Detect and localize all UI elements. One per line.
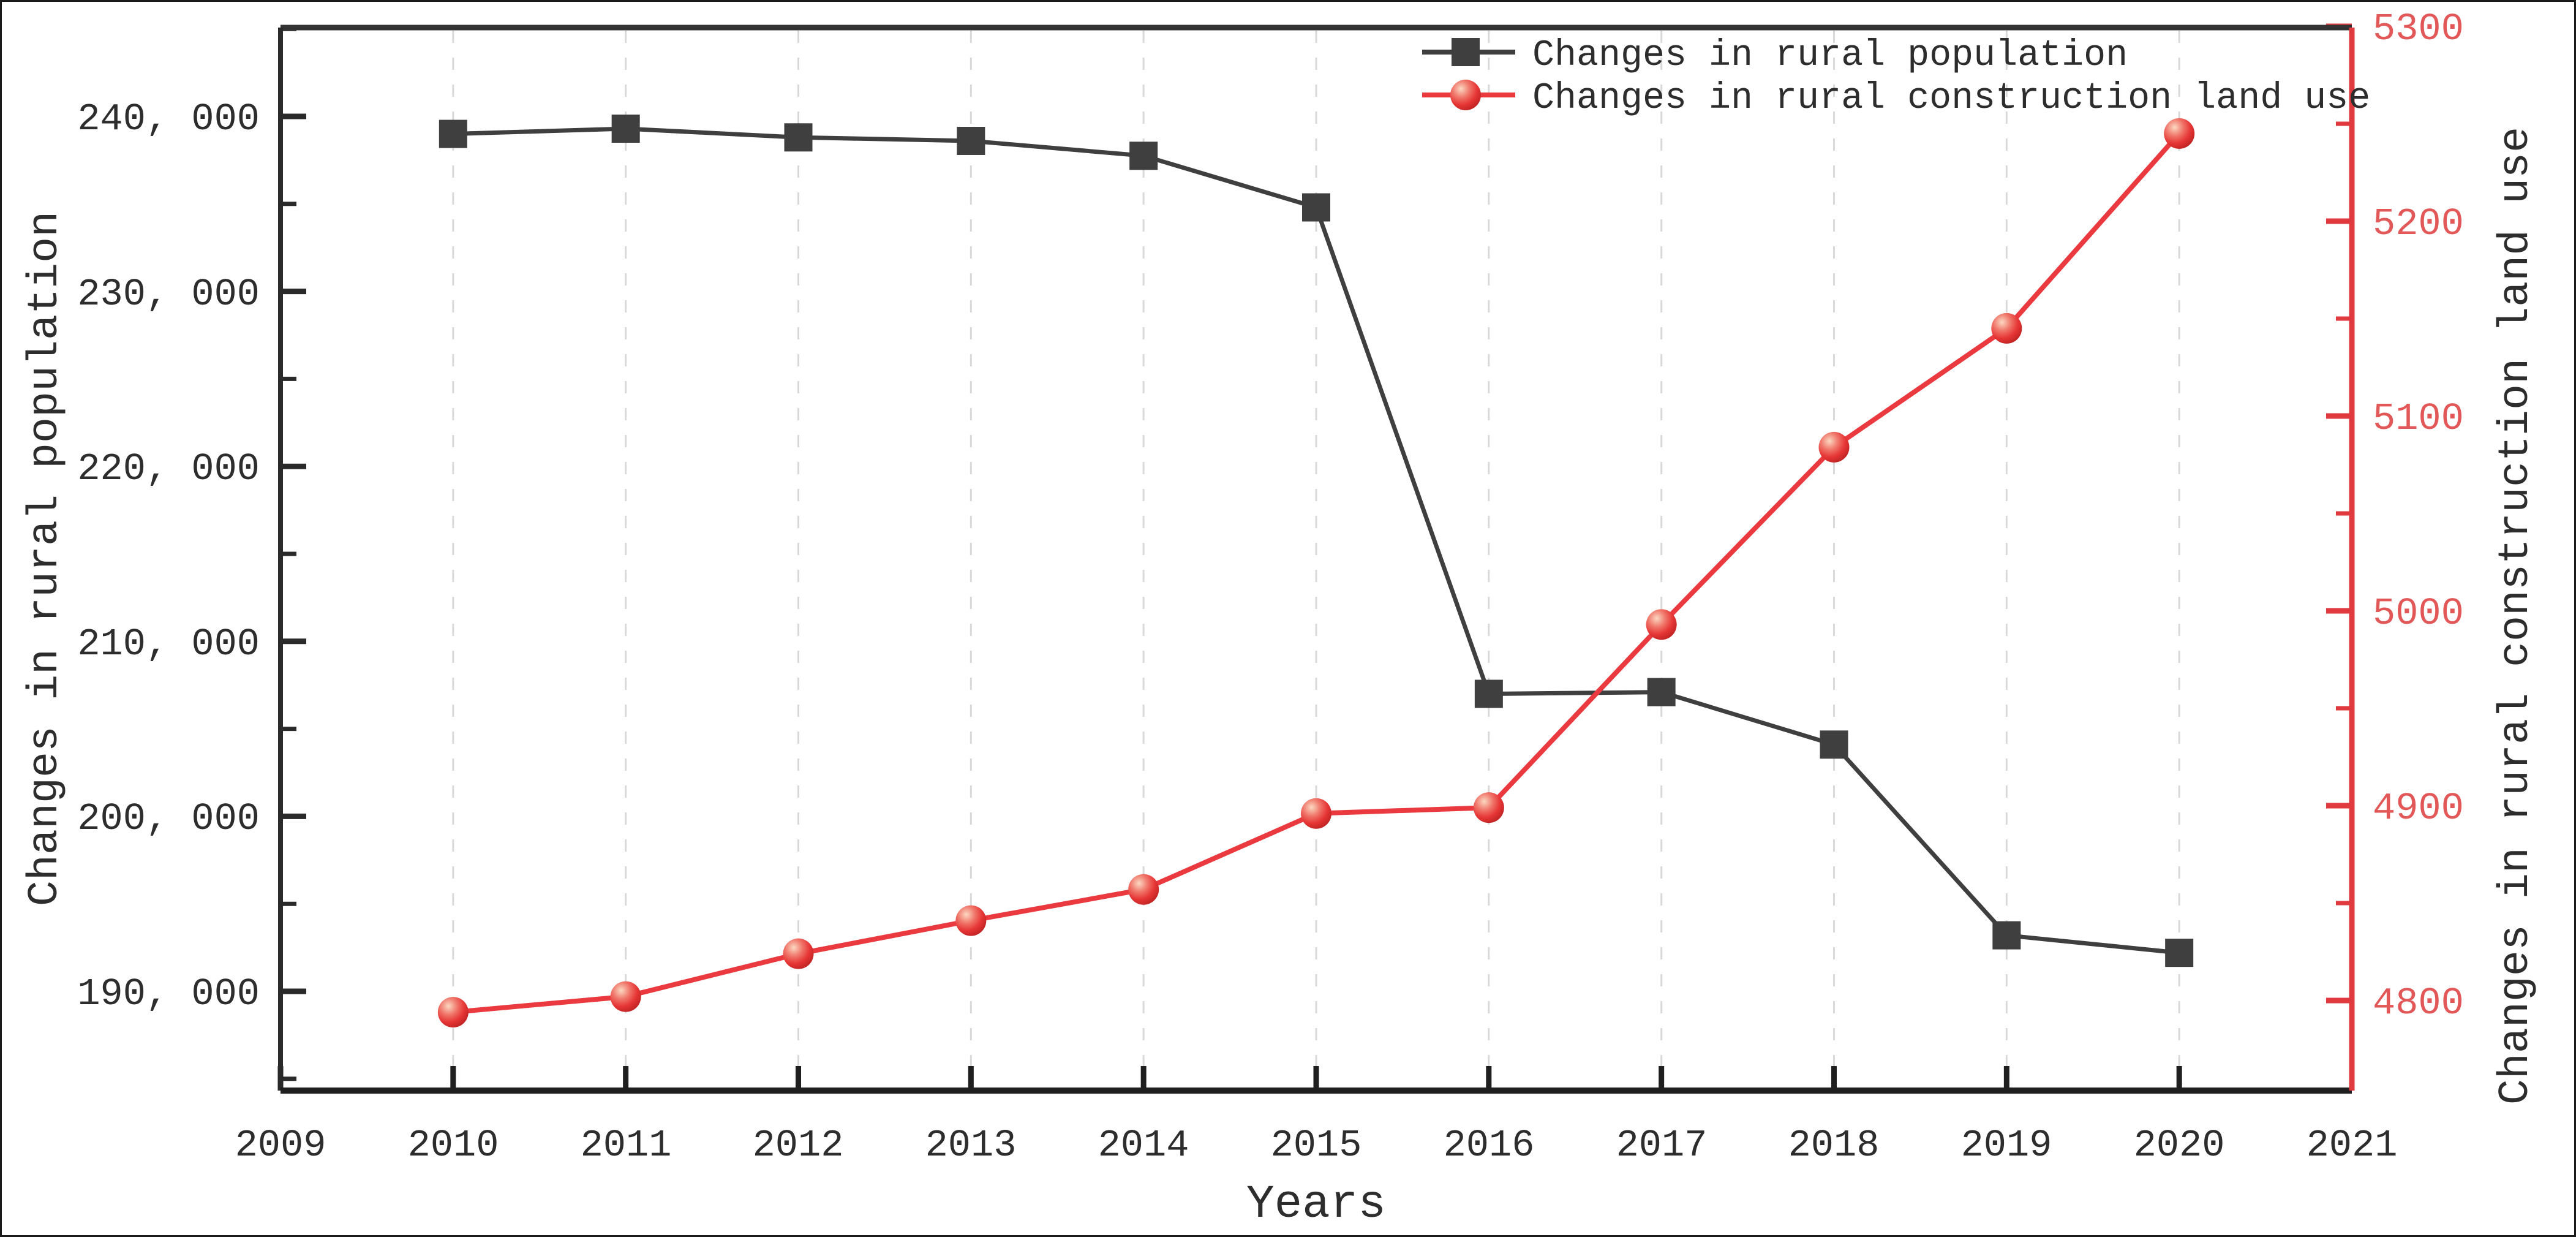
data-point-landuse-2019 bbox=[1991, 312, 2022, 344]
x-tick-label-2009: 2009 bbox=[235, 1124, 326, 1167]
data-point-landuse-2011 bbox=[610, 981, 641, 1012]
data-point-population-2012 bbox=[784, 123, 813, 152]
series-layer bbox=[437, 114, 2195, 1028]
x-tick-label-2012: 2012 bbox=[753, 1124, 844, 1167]
right-tick-label-5000: 5000 bbox=[2373, 592, 2464, 635]
x-tick-label-2011: 2011 bbox=[581, 1124, 672, 1167]
x-tick-label-2014: 2014 bbox=[1098, 1124, 1189, 1167]
x-tick-label-2020: 2020 bbox=[2134, 1124, 2225, 1167]
left-tick-label-230000: 230, 000 bbox=[77, 273, 260, 316]
x-tick-label-2021: 2021 bbox=[2307, 1124, 2398, 1167]
data-point-population-2019 bbox=[1992, 921, 2021, 950]
left-tick-label-220000: 220, 000 bbox=[77, 447, 260, 491]
legend: Changes in rural population Changes in r… bbox=[1422, 35, 2370, 119]
data-point-population-2017 bbox=[1647, 678, 1676, 706]
right-tick-label-5300: 5300 bbox=[2373, 7, 2464, 51]
legend-square-marker-icon bbox=[1452, 38, 1480, 66]
data-point-population-2015 bbox=[1302, 193, 1330, 222]
data-point-landuse-2017 bbox=[1646, 609, 1677, 640]
right-tick-label-5100: 5100 bbox=[2373, 397, 2464, 441]
left-tick-label-210000: 210, 000 bbox=[77, 622, 260, 666]
legend-label-landuse: Changes in rural construction land use bbox=[1532, 78, 2370, 119]
data-point-landuse-2015 bbox=[1301, 798, 1331, 829]
right-tick-label-4900: 4900 bbox=[2373, 787, 2464, 830]
data-point-landuse-2014 bbox=[1128, 874, 1159, 905]
x-tick-label-2015: 2015 bbox=[1271, 1124, 1362, 1167]
data-point-population-2011 bbox=[611, 114, 640, 143]
x-tick-label-2010: 2010 bbox=[408, 1124, 499, 1167]
data-point-population-2014 bbox=[1129, 142, 1158, 170]
legend-ball-marker-icon bbox=[1450, 80, 1481, 110]
data-point-landuse-2012 bbox=[783, 938, 814, 969]
legend-label-population: Changes in rural population bbox=[1532, 35, 2128, 77]
data-point-population-2010 bbox=[439, 119, 467, 148]
data-point-population-2018 bbox=[1820, 730, 1848, 759]
data-point-landuse-2013 bbox=[955, 905, 987, 936]
x-tick-label-2013: 2013 bbox=[925, 1124, 1017, 1167]
left-axis-title: Changes in rural population bbox=[21, 211, 70, 906]
data-point-population-2016 bbox=[1474, 679, 1503, 708]
x-tick-label-2016: 2016 bbox=[1444, 1124, 1535, 1167]
data-point-landuse-2010 bbox=[437, 997, 469, 1028]
data-point-landuse-2016 bbox=[1473, 792, 1504, 823]
left-tick-label-190000: 190, 000 bbox=[77, 972, 260, 1016]
right-tick-label-5200: 5200 bbox=[2373, 202, 2464, 246]
data-point-landuse-2018 bbox=[1818, 431, 1850, 463]
data-point-population-2020 bbox=[2165, 939, 2194, 967]
right-tick-label-4800: 4800 bbox=[2373, 982, 2464, 1025]
x-tick-label-2018: 2018 bbox=[1788, 1124, 1880, 1167]
x-tick-label-2019: 2019 bbox=[1961, 1124, 2052, 1167]
right-axis-title: Changes in rural construction land use bbox=[2492, 127, 2540, 1105]
left-tick-label-240000: 240, 000 bbox=[77, 97, 260, 141]
gridlines bbox=[452, 31, 2180, 1088]
data-point-landuse-2020 bbox=[2164, 118, 2195, 149]
x-tick-label-2017: 2017 bbox=[1616, 1124, 1708, 1167]
x-axis-title: Years bbox=[1246, 1178, 1386, 1231]
data-point-population-2013 bbox=[957, 126, 985, 155]
left-tick-label-200000: 200, 000 bbox=[77, 797, 260, 841]
